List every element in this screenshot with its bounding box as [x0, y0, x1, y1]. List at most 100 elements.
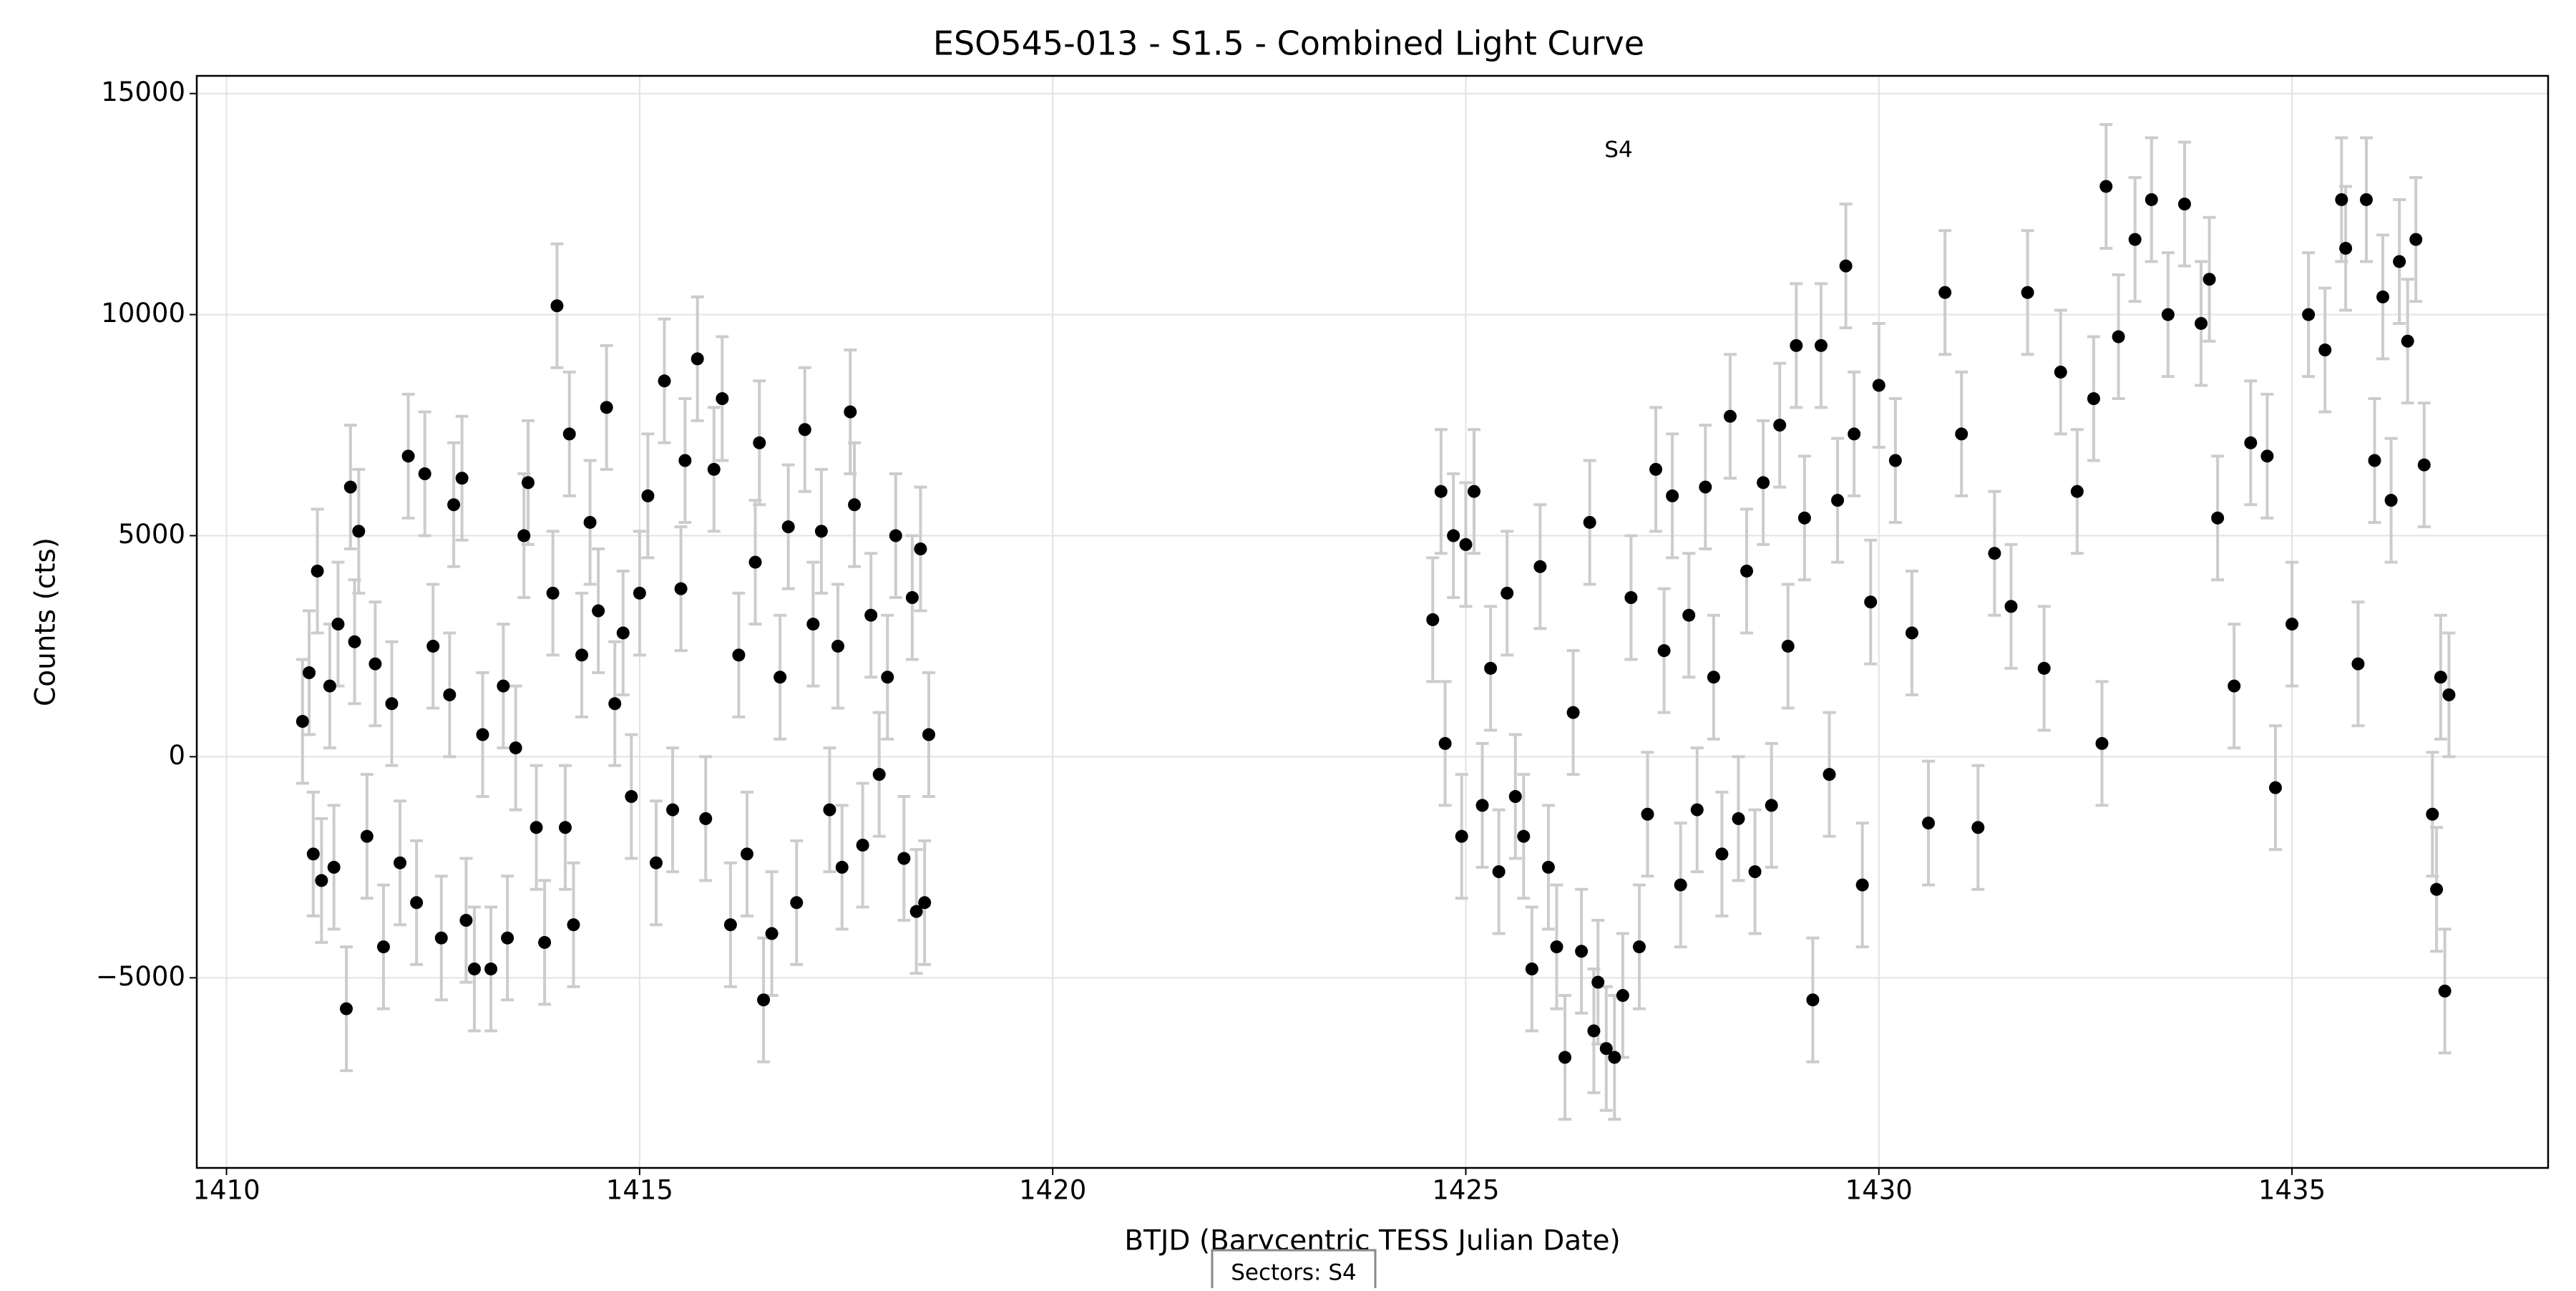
data-point — [562, 427, 576, 441]
data-point — [798, 423, 811, 437]
data-point — [1757, 476, 1770, 489]
data-point — [1723, 409, 1737, 423]
data-point — [716, 392, 729, 406]
data-point — [434, 931, 448, 945]
data-point — [641, 489, 655, 502]
data-point — [2112, 330, 2125, 344]
data-point — [521, 476, 535, 489]
x-tick-label: 1425 — [1432, 1175, 1499, 1206]
data-point — [476, 728, 489, 741]
data-point — [1468, 484, 1481, 498]
data-point — [1938, 286, 1952, 299]
data-point — [2099, 180, 2113, 193]
data-point — [1806, 993, 1820, 1007]
data-point — [691, 352, 704, 366]
data-point — [2417, 458, 2431, 472]
data-point — [765, 927, 779, 940]
data-point — [376, 940, 390, 954]
annotation: S4 — [1604, 137, 1632, 163]
data-point — [774, 671, 787, 684]
data-point — [1508, 790, 1522, 804]
data-point — [339, 1002, 353, 1015]
data-point — [410, 896, 424, 910]
data-point — [2211, 511, 2225, 525]
data-point — [331, 618, 345, 631]
plot-area — [296, 122, 2456, 1121]
data-point — [459, 914, 473, 927]
data-point — [1888, 454, 1902, 467]
x-tick-label: 1435 — [2258, 1175, 2326, 1206]
data-point — [1558, 1051, 1572, 1064]
data-point — [1657, 644, 1671, 658]
data-point — [311, 564, 324, 578]
data-point — [1541, 860, 1555, 874]
data-point — [2393, 255, 2406, 268]
data-point — [1674, 878, 1687, 892]
data-point — [814, 525, 828, 538]
data-point — [323, 679, 336, 693]
data-point — [2302, 308, 2316, 321]
data-point — [1434, 484, 1448, 498]
data-point — [699, 812, 713, 825]
data-point — [678, 454, 692, 467]
y-tick-label: −5000 — [96, 961, 185, 992]
data-point — [1864, 595, 1878, 609]
data-point — [303, 666, 316, 680]
data-point — [1781, 639, 1795, 653]
data-point — [2442, 688, 2456, 701]
data-point — [2434, 671, 2447, 684]
data-point — [1765, 799, 1778, 812]
data-point — [1773, 419, 1787, 432]
data-point — [426, 639, 440, 653]
data-point — [633, 586, 646, 600]
data-point — [455, 472, 469, 485]
data-point — [1455, 829, 1468, 843]
data-point — [401, 449, 415, 463]
data-point — [872, 768, 886, 781]
data-point — [922, 728, 935, 741]
data-point — [575, 648, 589, 662]
data-point — [530, 821, 543, 834]
data-point — [848, 498, 862, 512]
data-point — [1848, 427, 1861, 441]
x-tick-label: 1415 — [606, 1175, 673, 1206]
data-point — [1608, 1051, 1621, 1064]
data-point — [484, 962, 498, 975]
data-point — [2401, 334, 2414, 348]
plot-frame — [195, 74, 2550, 1169]
data-point — [649, 856, 663, 869]
data-point — [315, 874, 328, 887]
data-point — [394, 856, 407, 869]
data-point — [385, 697, 399, 711]
data-point — [2244, 436, 2258, 449]
data-point — [844, 405, 857, 419]
data-point — [2128, 233, 2142, 246]
data-point — [1690, 803, 1704, 817]
data-point — [348, 635, 361, 648]
data-point — [781, 520, 795, 534]
data-point — [1492, 865, 1506, 879]
data-point — [1715, 847, 1729, 861]
data-point — [343, 480, 357, 494]
data-point — [443, 688, 457, 701]
data-point — [583, 515, 597, 529]
data-point — [666, 803, 680, 817]
data-point — [1583, 515, 1596, 529]
data-point — [1905, 626, 1918, 640]
data-point — [889, 529, 902, 542]
data-point — [1797, 511, 1811, 525]
data-point — [1575, 945, 1589, 958]
data-point — [592, 604, 605, 618]
data-point — [625, 790, 638, 804]
x-tick-label: 1420 — [1019, 1175, 1086, 1206]
data-point — [1682, 608, 1696, 622]
data-point — [790, 896, 804, 910]
data-point — [1649, 462, 1663, 476]
data-point — [748, 555, 762, 569]
data-point — [2318, 344, 2332, 357]
data-point — [1616, 989, 1629, 1003]
data-point — [546, 586, 560, 600]
data-point — [2095, 736, 2109, 750]
data-point — [674, 582, 688, 595]
data-point — [447, 498, 461, 512]
